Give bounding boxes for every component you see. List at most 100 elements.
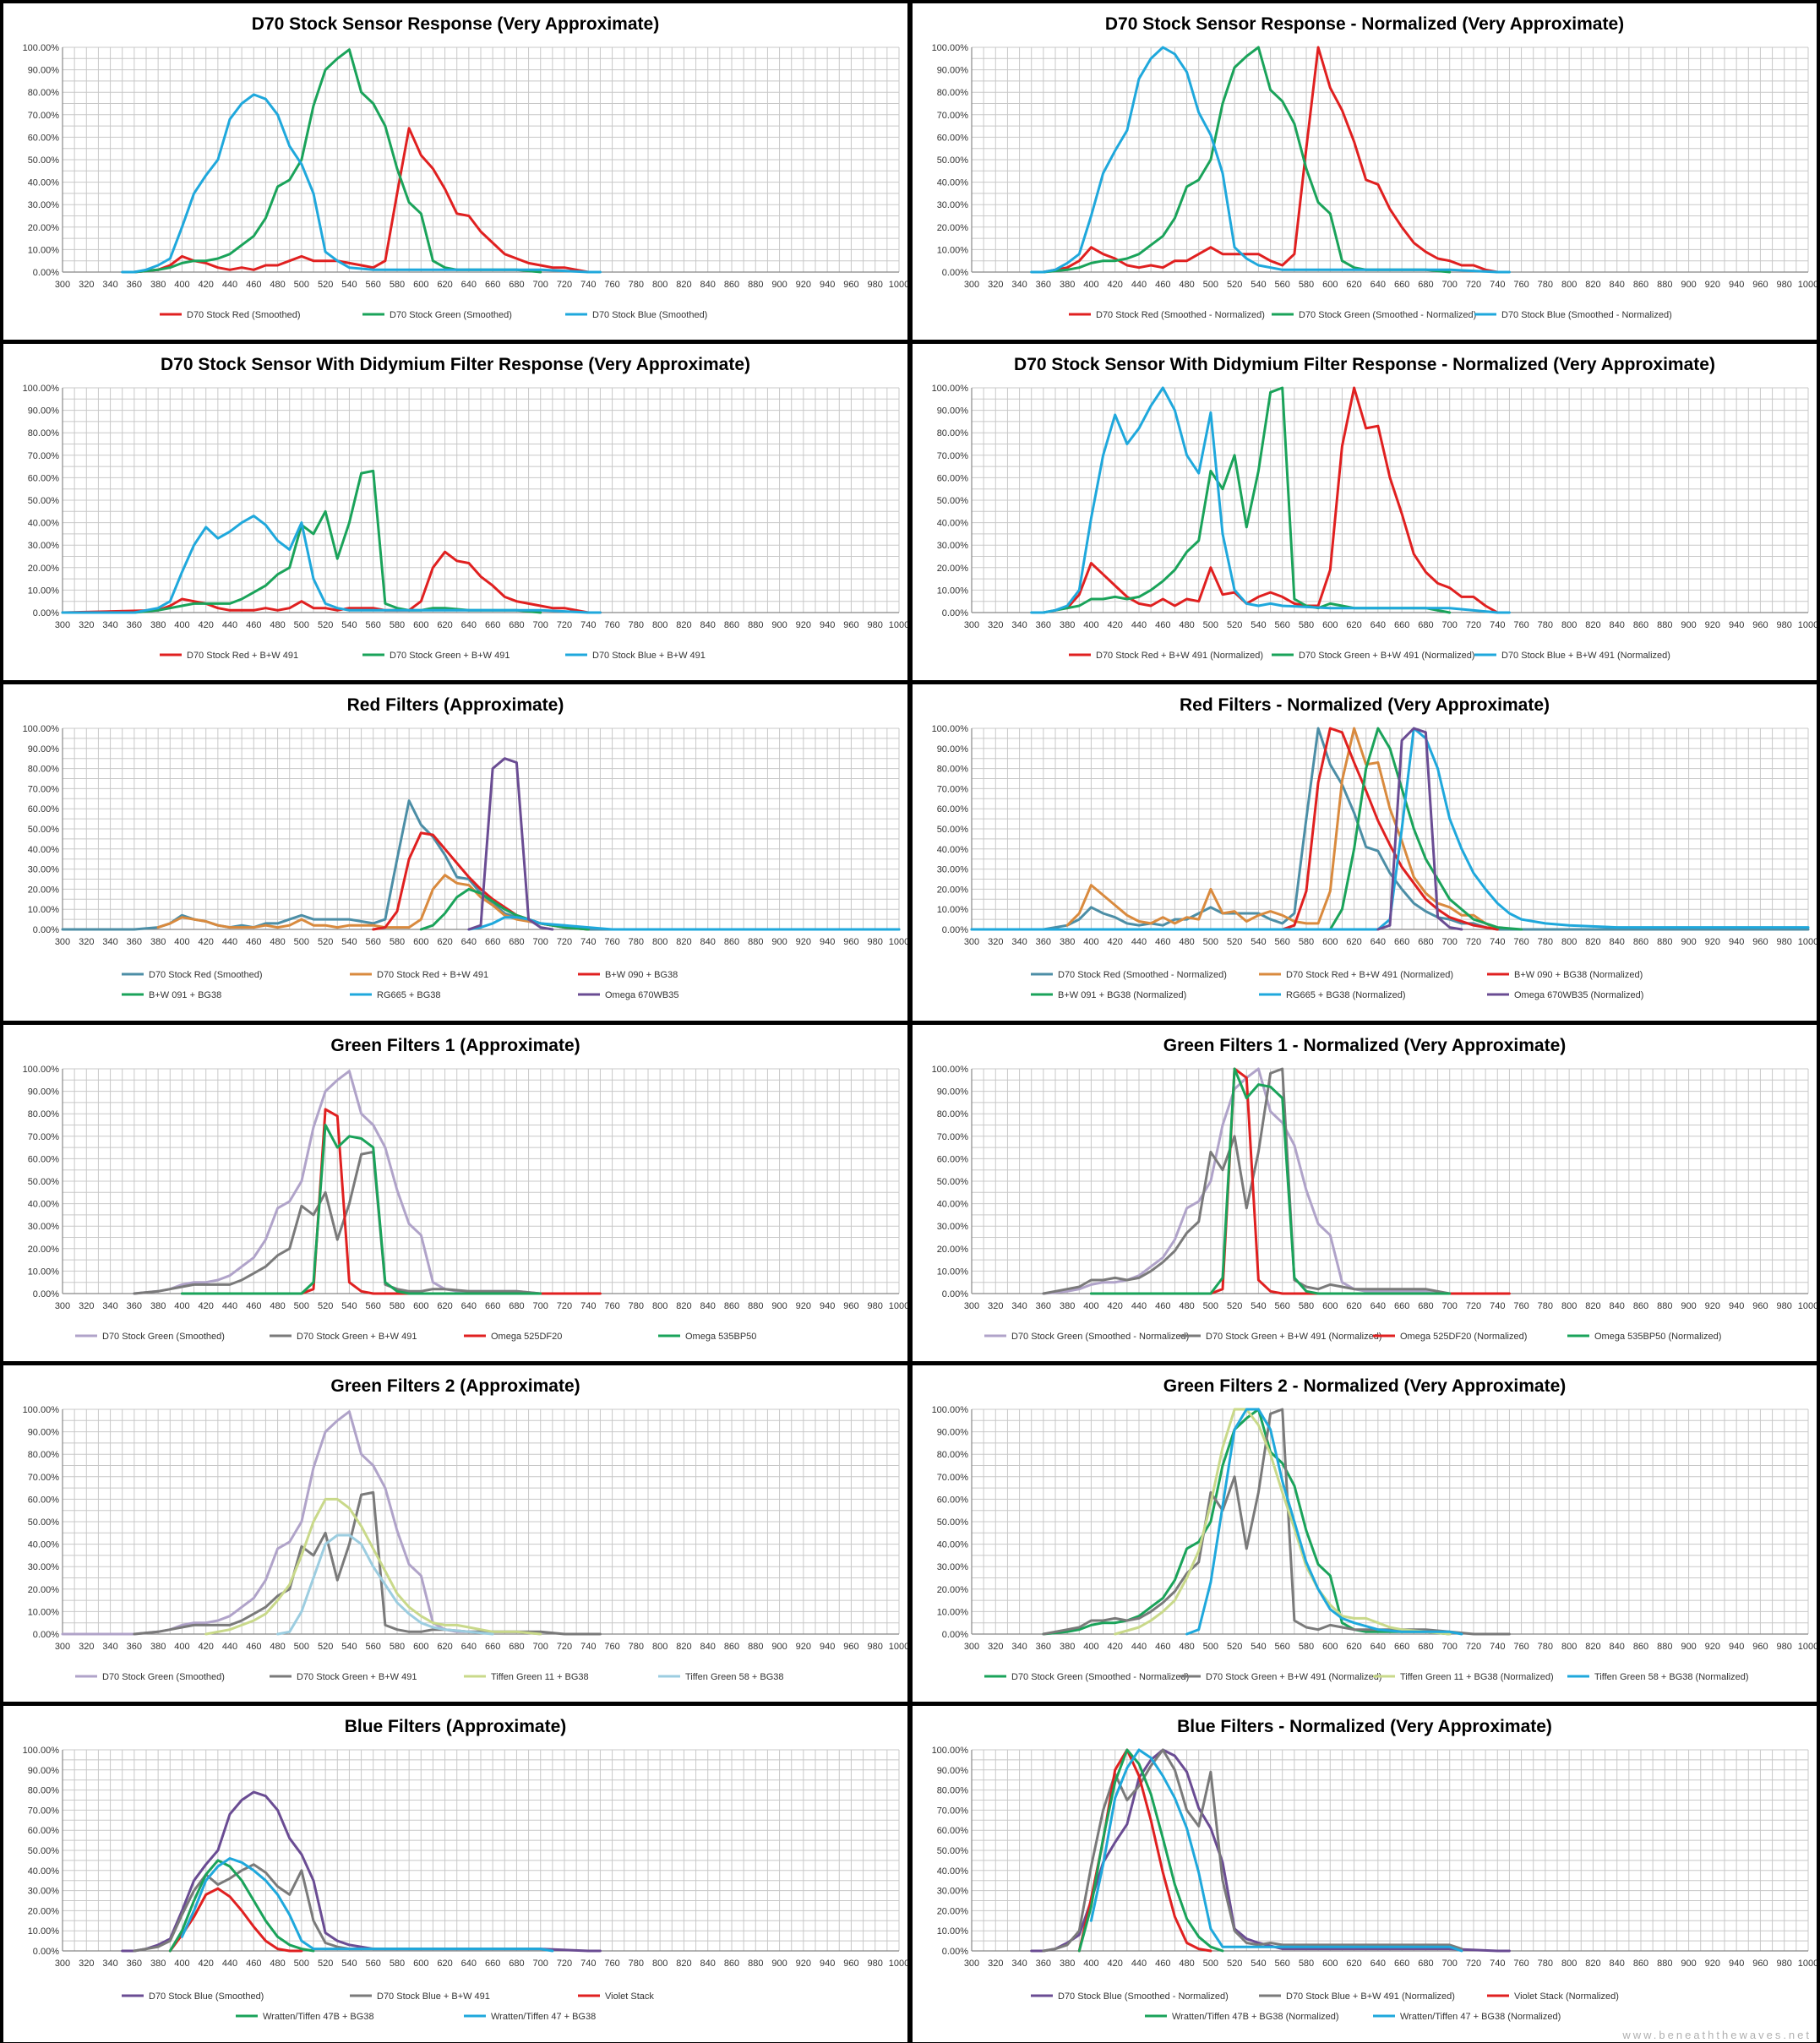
y-tick-label: 70.00% bbox=[937, 784, 969, 794]
x-tick-label: 320 bbox=[79, 1959, 94, 1969]
x-tick-label: 900 bbox=[771, 280, 787, 290]
x-tick-label: 400 bbox=[1083, 937, 1098, 947]
y-tick-label: 10.00% bbox=[937, 1926, 969, 1937]
x-tick-label: 920 bbox=[1705, 1642, 1720, 1652]
x-tick-label: 360 bbox=[1036, 280, 1051, 290]
x-tick-label: 860 bbox=[1633, 1301, 1648, 1311]
x-tick-label: 780 bbox=[629, 280, 644, 290]
chart-svg: D70 Stock Sensor With Didymium Filter Re… bbox=[23, 355, 907, 661]
x-tick-label: 620 bbox=[1346, 1301, 1361, 1311]
x-tick-label: 620 bbox=[1346, 937, 1361, 947]
x-tick-label: 900 bbox=[771, 1959, 787, 1969]
x-tick-label: 660 bbox=[485, 1642, 500, 1652]
legend-label: D70 Stock Red (Smoothed - Normalized) bbox=[1058, 970, 1227, 980]
x-tick-label: 960 bbox=[1752, 937, 1768, 947]
x-tick-label: 560 bbox=[366, 1959, 381, 1969]
x-tick-label: 1000 bbox=[889, 1959, 907, 1969]
x-tick-label: 600 bbox=[1322, 1959, 1338, 1969]
series-line bbox=[1030, 46, 1511, 274]
x-tick-label: 940 bbox=[1729, 1959, 1744, 1969]
x-tick-label: 580 bbox=[390, 1959, 405, 1969]
x-tick-label: 960 bbox=[843, 937, 858, 947]
x-tick-label: 880 bbox=[1657, 620, 1672, 630]
y-tick-label: 60.00% bbox=[28, 1826, 60, 1836]
x-tick-label: 920 bbox=[1705, 620, 1720, 630]
legend-label: Omega 535BP50 bbox=[685, 1332, 756, 1342]
y-tick-label: 80.00% bbox=[937, 1109, 969, 1120]
series-line bbox=[1089, 1067, 1452, 1295]
x-tick-label: 480 bbox=[270, 280, 285, 290]
x-tick-label: 600 bbox=[413, 620, 428, 630]
x-tick-label: 340 bbox=[102, 1642, 117, 1652]
x-tick-label: 420 bbox=[199, 1642, 214, 1652]
x-tick-label: 880 bbox=[748, 1642, 763, 1652]
x-tick-label: 640 bbox=[461, 1642, 477, 1652]
y-tick-label: 80.00% bbox=[28, 765, 60, 775]
y-tick-label: 10.00% bbox=[937, 1607, 969, 1617]
x-tick-label: 420 bbox=[199, 1301, 214, 1311]
y-tick-label: 20.00% bbox=[28, 1906, 60, 1916]
x-tick-label: 980 bbox=[868, 1642, 883, 1652]
x-tick-label: 760 bbox=[604, 280, 619, 290]
x-tick-label: 920 bbox=[796, 620, 811, 630]
chart-svg: D70 Stock Sensor With Didymium Filter Re… bbox=[932, 355, 1817, 661]
x-tick-label: 440 bbox=[222, 280, 237, 290]
x-tick-label: 800 bbox=[652, 1301, 668, 1311]
x-tick-label: 840 bbox=[1610, 1959, 1625, 1969]
x-tick-label: 960 bbox=[1752, 620, 1768, 630]
x-tick-label: 940 bbox=[820, 937, 835, 947]
x-tick-label: 800 bbox=[652, 937, 668, 947]
x-tick-label: 460 bbox=[246, 1959, 261, 1969]
x-tick-label: 680 bbox=[1418, 1642, 1433, 1652]
x-tick-label: 820 bbox=[1585, 1959, 1600, 1969]
x-tick-label: 400 bbox=[1083, 1959, 1098, 1969]
x-tick-label: 340 bbox=[1011, 620, 1027, 630]
x-tick-label: 440 bbox=[1131, 937, 1147, 947]
y-tick-label: 20.00% bbox=[28, 223, 60, 233]
x-tick-label: 780 bbox=[629, 937, 644, 947]
plot-grid bbox=[971, 1749, 1809, 1952]
x-tick-label: 460 bbox=[246, 1301, 261, 1311]
y-tick-label: 60.00% bbox=[28, 473, 60, 483]
x-tick-label: 960 bbox=[843, 1959, 858, 1969]
x-tick-label: 700 bbox=[1442, 280, 1458, 290]
y-tick-label: 20.00% bbox=[937, 223, 969, 233]
x-tick-label: 680 bbox=[509, 1301, 524, 1311]
x-tick-label: 420 bbox=[1108, 937, 1123, 947]
x-tick-label: 440 bbox=[222, 1959, 237, 1969]
x-tick-label: 360 bbox=[1036, 620, 1051, 630]
y-tick-label: 70.00% bbox=[28, 111, 60, 121]
y-tick-label: 20.00% bbox=[937, 1906, 969, 1916]
plot-grid bbox=[62, 1749, 900, 1952]
y-tick-label: 60.00% bbox=[28, 1495, 60, 1505]
watermark: www.beneaththewaves.net bbox=[1622, 2029, 1812, 2041]
x-tick-label: 860 bbox=[1633, 937, 1648, 947]
x-tick-label: 940 bbox=[820, 1301, 835, 1311]
chart-title: D70 Stock Sensor Response (Very Approxim… bbox=[252, 14, 659, 34]
x-tick-label: 540 bbox=[341, 280, 357, 290]
x-tick-label: 660 bbox=[485, 620, 500, 630]
x-tick-label: 520 bbox=[318, 937, 333, 947]
x-tick-label: 580 bbox=[390, 280, 405, 290]
y-tick-label: 80.00% bbox=[937, 88, 969, 98]
y-tick-label: 50.00% bbox=[28, 1177, 60, 1187]
x-tick-label: 980 bbox=[1777, 1642, 1792, 1652]
x-tick-label: 560 bbox=[1275, 1642, 1290, 1652]
x-tick-label: 320 bbox=[79, 620, 94, 630]
x-tick-label: 360 bbox=[1036, 1301, 1051, 1311]
x-tick-label: 680 bbox=[1418, 1301, 1433, 1311]
x-tick-label: 460 bbox=[1155, 1642, 1170, 1652]
y-tick-label: 50.00% bbox=[937, 1517, 969, 1528]
x-tick-label: 700 bbox=[533, 1642, 548, 1652]
x-tick-label: 540 bbox=[1251, 280, 1266, 290]
x-tick-label: 400 bbox=[174, 620, 189, 630]
x-tick-label: 560 bbox=[1275, 1959, 1290, 1969]
y-tick-label: 0.00% bbox=[942, 608, 968, 618]
x-tick-label: 380 bbox=[150, 1642, 166, 1652]
x-tick-label: 620 bbox=[437, 620, 452, 630]
x-tick-label: 500 bbox=[1203, 280, 1218, 290]
x-tick-label: 840 bbox=[1610, 937, 1625, 947]
y-tick-label: 80.00% bbox=[28, 1450, 60, 1460]
plot-grid bbox=[971, 1408, 1809, 1635]
